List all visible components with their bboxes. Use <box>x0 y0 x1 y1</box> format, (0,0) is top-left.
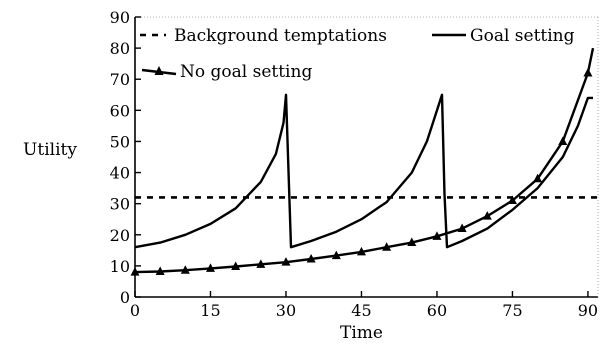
legend-label-background-temptations: Background temptations <box>174 26 387 46</box>
series-line-no-goal-setting <box>134 47 595 274</box>
data-point-no-goal-setting <box>281 257 291 266</box>
legend-label-no-goal-setting: No goal setting <box>180 62 312 82</box>
series-line-goal-setting <box>134 93 593 249</box>
data-point-no-goal-setting <box>306 254 316 263</box>
data-point-no-goal-setting <box>382 242 392 251</box>
series-layer <box>130 47 598 276</box>
data-point-no-goal-setting <box>457 223 467 233</box>
x-tick-label: 15 <box>200 301 220 320</box>
data-point-no-goal-setting <box>130 267 140 276</box>
x-ticks: 0 15 30 45 60 75 90 <box>130 291 598 320</box>
legend-marker-no-goal-setting <box>154 66 164 75</box>
y-tick-label: 80 <box>110 39 130 58</box>
x-tick-label: 0 <box>130 301 140 320</box>
y-tick-label: 40 <box>110 164 130 183</box>
x-tick-label: 75 <box>502 301 522 320</box>
data-point-no-goal-setting <box>231 261 241 271</box>
x-tick-label: 45 <box>351 301 371 320</box>
y-tick-label: 90 <box>110 8 130 27</box>
data-point-no-goal-setting <box>356 246 366 256</box>
data-point-no-goal-setting <box>205 263 215 272</box>
x-tick-label: 90 <box>578 301 598 320</box>
y-tick-label: 0 <box>120 288 130 307</box>
data-point-no-goal-setting <box>507 195 517 205</box>
y-tick-label: 10 <box>110 257 130 276</box>
y-axis-title: Utility <box>23 140 77 160</box>
data-point-no-goal-setting <box>432 231 442 240</box>
data-point-no-goal-setting <box>407 237 417 247</box>
legend-label-goal-setting: Goal setting <box>470 26 575 46</box>
axes <box>134 16 599 298</box>
y-tick-label: 70 <box>110 70 130 89</box>
data-point-no-goal-setting <box>155 266 165 275</box>
data-point-no-goal-setting <box>583 68 593 77</box>
x-axis-title: Time <box>340 323 383 343</box>
y-tick-label: 60 <box>110 101 130 120</box>
data-point-no-goal-setting <box>331 250 341 260</box>
legend: Background temptations Goal setting No g… <box>140 26 575 82</box>
data-point-no-goal-setting <box>482 211 492 220</box>
data-point-no-goal-setting <box>180 265 190 274</box>
y-tick-label: 50 <box>110 132 130 151</box>
data-point-no-goal-setting <box>558 136 568 145</box>
data-point-no-goal-setting <box>256 259 266 268</box>
y-tick-label: 30 <box>110 195 130 214</box>
y-ticks: 0 10 20 30 40 50 60 70 80 90 <box>110 8 141 307</box>
x-tick-label: 60 <box>427 301 447 320</box>
data-point-no-goal-setting <box>533 173 543 183</box>
y-tick-label: 20 <box>110 226 130 245</box>
x-tick-label: 30 <box>276 301 296 320</box>
